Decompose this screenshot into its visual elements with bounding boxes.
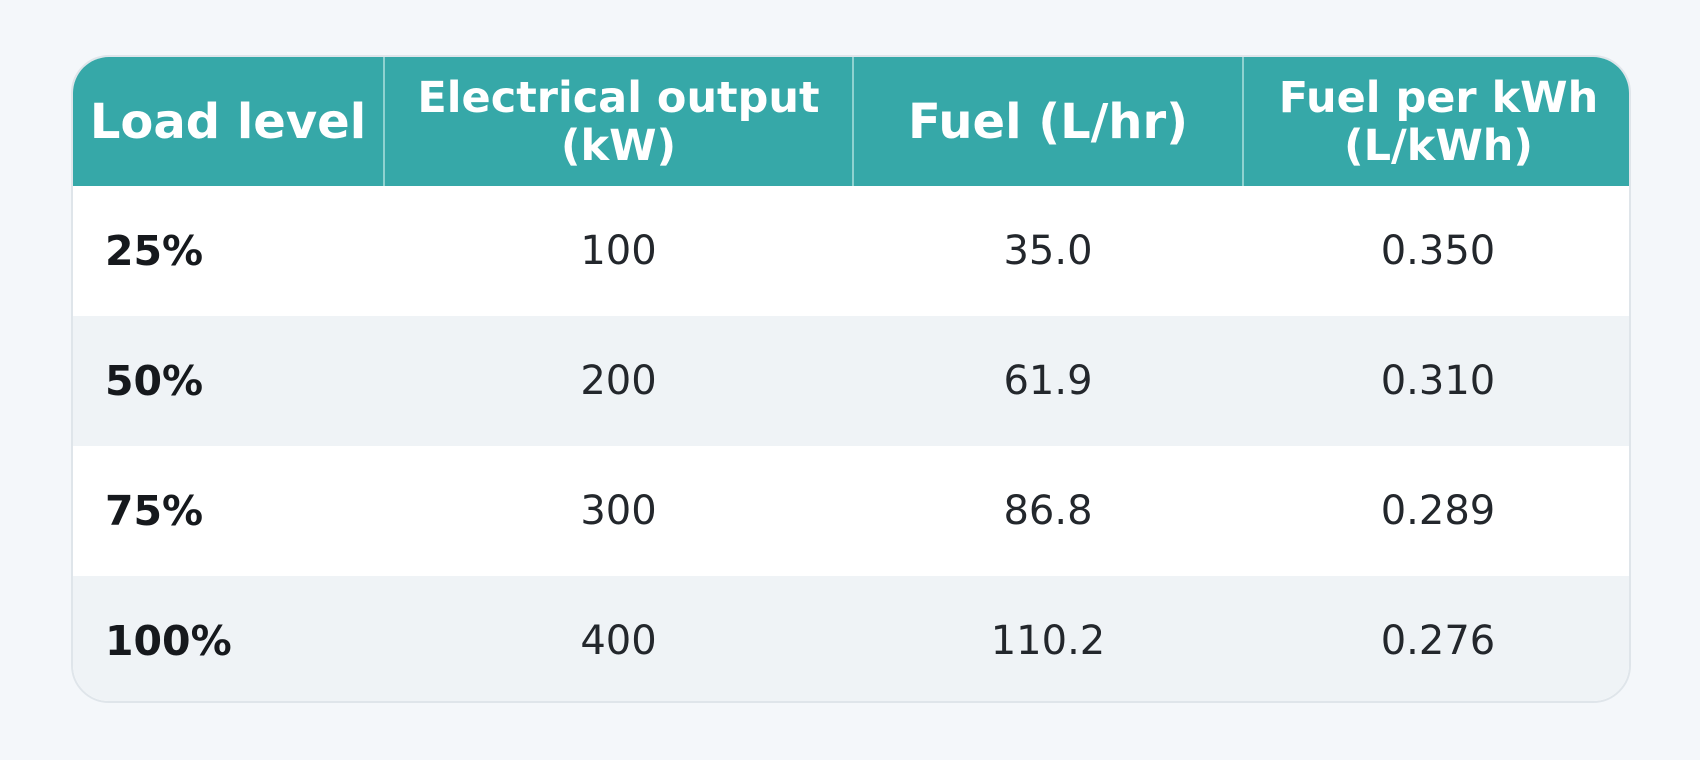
fuel-per-kwh-cell: 0.350 [1380,228,1496,274]
load-level-cell: 75% [105,487,204,535]
column-header-fuel: Fuel (L/hr) [852,57,1243,186]
fuel-per-kwh-cell: 0.276 [1380,618,1496,664]
fuel-cell: 86.8 [1003,488,1093,534]
fuel-cell: 110.2 [990,618,1106,664]
column-header-load-level: Load level [89,93,367,150]
load-level-cell: 100% [105,617,232,665]
table-row: 100% 400 110.2 0.276 [73,576,1629,701]
column-header-electrical-output: Electrical output (kW) [383,57,853,186]
fuel-consumption-table-card: Load level Electrical output (kW) Fuel (… [71,55,1631,703]
fuel-cell: 61.9 [1003,358,1093,404]
electrical-output-cell: 100 [580,228,657,274]
table-row: 25% 100 35.0 0.350 [73,186,1629,316]
table-header-row: Load level Electrical output (kW) Fuel (… [73,57,1629,186]
table-row: 50% 200 61.9 0.310 [73,316,1629,446]
fuel-per-kwh-cell: 0.289 [1380,488,1496,534]
load-level-cell: 25% [105,227,204,275]
fuel-per-kwh-cell: 0.310 [1380,358,1496,404]
fuel-cell: 35.0 [1003,228,1093,274]
load-level-cell: 50% [105,357,204,405]
electrical-output-cell: 300 [580,488,657,534]
fuel-consumption-table: Load level Electrical output (kW) Fuel (… [73,57,1629,701]
electrical-output-cell: 400 [580,618,657,664]
electrical-output-cell: 200 [580,358,657,404]
table-row: 75% 300 86.8 0.289 [73,446,1629,576]
column-header-fuel-per-kwh: Fuel per kWh (L/kWh) [1242,57,1629,186]
